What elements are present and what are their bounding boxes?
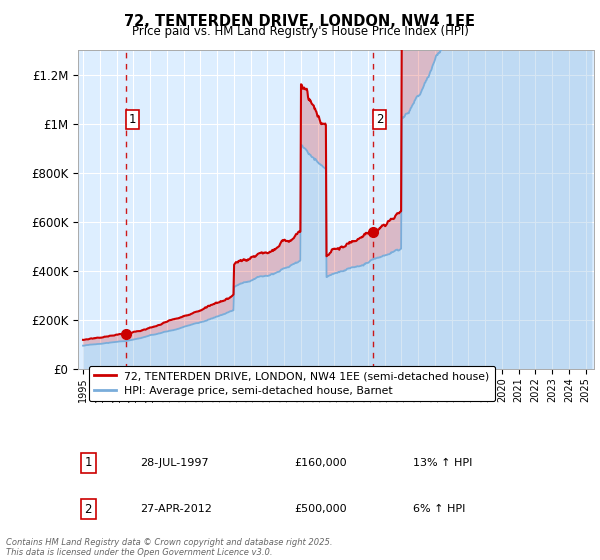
Text: 1: 1 xyxy=(128,113,136,125)
Text: 2: 2 xyxy=(376,113,383,125)
Text: 1: 1 xyxy=(85,456,92,469)
Text: 27-APR-2012: 27-APR-2012 xyxy=(140,505,212,514)
Text: Contains HM Land Registry data © Crown copyright and database right 2025.
This d: Contains HM Land Registry data © Crown c… xyxy=(6,538,332,557)
Legend: 72, TENTERDEN DRIVE, LONDON, NW4 1EE (semi-detached house), HPI: Average price, : 72, TENTERDEN DRIVE, LONDON, NW4 1EE (se… xyxy=(89,366,495,401)
Text: 6% ↑ HPI: 6% ↑ HPI xyxy=(413,505,466,514)
Text: £500,000: £500,000 xyxy=(295,505,347,514)
Text: 13% ↑ HPI: 13% ↑ HPI xyxy=(413,458,473,468)
Text: 72, TENTERDEN DRIVE, LONDON, NW4 1EE: 72, TENTERDEN DRIVE, LONDON, NW4 1EE xyxy=(125,14,476,29)
Text: Price paid vs. HM Land Registry's House Price Index (HPI): Price paid vs. HM Land Registry's House … xyxy=(131,25,469,38)
Text: 28-JUL-1997: 28-JUL-1997 xyxy=(140,458,209,468)
Text: 2: 2 xyxy=(85,503,92,516)
Text: £160,000: £160,000 xyxy=(295,458,347,468)
